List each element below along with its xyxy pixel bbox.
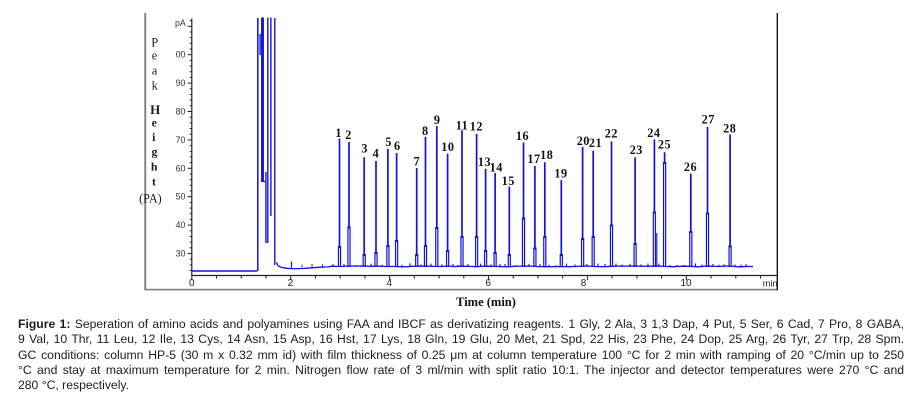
svg-text:15: 15 [502,174,515,188]
svg-text:10: 10 [680,278,692,289]
svg-text:60: 60 [176,163,186,173]
svg-text:11: 11 [456,118,469,132]
svg-text:40: 40 [176,220,186,230]
svg-text:80: 80 [176,107,186,117]
svg-text:6: 6 [394,139,401,153]
svg-text:h: h [151,160,158,174]
svg-text:10: 10 [441,140,454,154]
svg-text:14: 14 [490,160,503,174]
svg-text:3: 3 [361,142,368,156]
svg-text:26: 26 [684,160,697,174]
svg-text:i: i [152,130,156,144]
svg-text:24: 24 [647,126,660,140]
svg-text:25: 25 [658,137,671,151]
svg-text:e: e [152,49,158,63]
svg-text:1: 1 [335,126,342,140]
svg-text:00: 00 [176,50,186,60]
svg-text:pA: pA [175,18,186,28]
svg-text:90: 90 [176,78,186,88]
svg-text:5: 5 [385,135,392,149]
svg-text:P: P [151,35,158,49]
svg-text:28: 28 [723,122,736,136]
svg-text:7: 7 [414,155,421,169]
svg-text:12: 12 [470,120,483,134]
svg-text:6: 6 [485,278,491,289]
svg-text:e: e [152,115,157,129]
svg-text:50: 50 [176,192,186,202]
svg-text:4: 4 [387,278,393,289]
svg-text:22: 22 [605,127,618,141]
svg-text:(PA): (PA) [139,192,162,206]
svg-text:a: a [152,63,158,77]
svg-text:min: min [763,279,778,289]
svg-text:70: 70 [176,135,186,145]
svg-text:13: 13 [478,155,491,169]
svg-text:27: 27 [702,113,715,127]
svg-text:23: 23 [630,143,643,157]
svg-text:9: 9 [434,113,441,127]
svg-text:8: 8 [422,124,429,138]
svg-text:19: 19 [554,166,567,180]
svg-text:Time (min): Time (min) [456,295,516,309]
svg-text:k: k [152,78,159,92]
svg-text:g: g [151,144,157,158]
svg-text:21: 21 [589,136,602,150]
svg-text:18: 18 [540,148,553,162]
svg-text:16: 16 [516,129,529,143]
svg-text:2: 2 [288,278,294,289]
svg-text:8: 8 [581,278,587,289]
svg-text:17: 17 [527,152,540,166]
svg-text:H: H [150,102,160,117]
svg-text:30: 30 [176,249,186,259]
svg-text:2: 2 [345,128,352,142]
svg-text:t: t [152,175,156,189]
svg-text:20: 20 [577,134,590,148]
svg-text:4: 4 [373,147,380,161]
svg-text:0: 0 [189,278,195,289]
